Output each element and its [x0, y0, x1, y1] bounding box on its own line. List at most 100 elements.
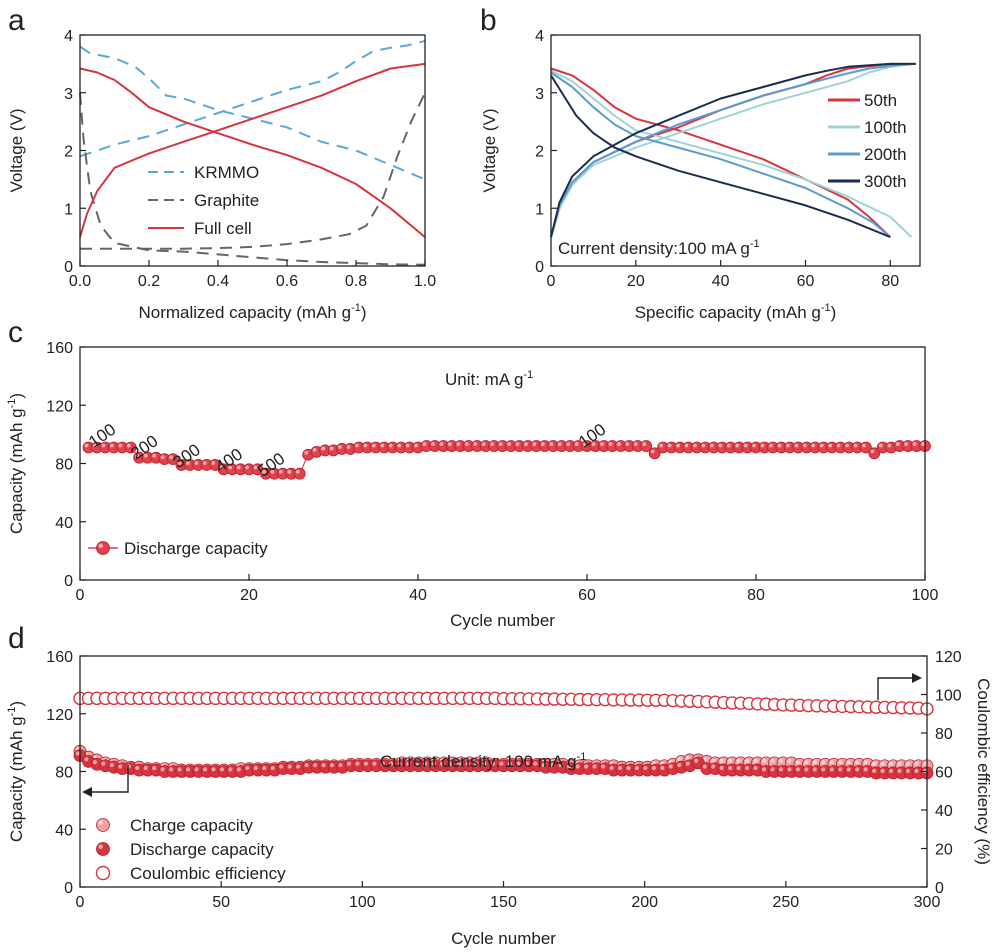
discharge-point-highlight: [702, 764, 707, 769]
discharge-point-highlight: [634, 765, 640, 771]
charge-point-highlight: [897, 761, 902, 766]
discharge-point-highlight: [414, 761, 419, 766]
charge-point-highlight: [778, 758, 784, 763]
discharge-point-highlight: [711, 764, 716, 769]
y2-tick-label: 60: [935, 765, 953, 782]
discharge-point-highlight: [811, 443, 816, 448]
charge-point-highlight: [727, 758, 733, 763]
x-tick-label: 60: [578, 587, 596, 604]
x-tick-label: 0.4: [207, 273, 229, 290]
discharge-point-highlight: [887, 443, 892, 448]
discharge-point-highlight: [143, 765, 148, 771]
discharge-point-highlight: [304, 450, 309, 455]
y2-axis-label: Coulombic efficiency (%): [974, 678, 993, 865]
charge-point-highlight: [719, 758, 724, 763]
y-tick-label: 80: [55, 457, 73, 474]
discharge-point-highlight: [785, 443, 790, 448]
discharge-point-highlight: [363, 761, 368, 766]
discharge-point-highlight: [633, 442, 638, 447]
discharge-point-highlight: [321, 762, 326, 768]
discharge-point-highlight: [236, 767, 241, 772]
discharge-point-highlight: [329, 446, 334, 451]
discharge-point-highlight: [905, 768, 911, 773]
charge-point-highlight: [677, 757, 682, 762]
discharge-point-highlight: [701, 443, 706, 448]
discharge-point-highlight: [862, 443, 866, 448]
discharge-point-highlight: [685, 761, 690, 766]
line-full-cell: [79, 62, 426, 238]
discharge-point-highlight: [533, 761, 538, 766]
discharge-point-highlight: [93, 443, 97, 448]
discharge-point-highlight: [101, 443, 106, 448]
y-axis-label: Capacity (mAh g-1): [6, 393, 26, 534]
discharge-point-highlight: [135, 765, 140, 771]
discharge-point-highlight: [202, 461, 207, 465]
annotation: Unit: mA g-1: [445, 369, 533, 389]
x-axis-label: Cycle number: [450, 611, 555, 630]
discharge-point-highlight: [355, 761, 360, 766]
charge-point-highlight: [736, 758, 741, 763]
panel-label-c: c: [8, 316, 23, 349]
discharge-point-highlight: [566, 442, 571, 447]
discharge-point-highlight: [709, 443, 714, 448]
charge-point-highlight: [863, 760, 868, 765]
discharge-point-highlight: [575, 764, 580, 769]
x-tick-label: 0: [76, 894, 85, 911]
discharge-point-highlight: [668, 764, 673, 769]
discharge-point-highlight: [312, 448, 317, 452]
legend-label: 300th: [864, 172, 907, 191]
discharge-point-highlight: [372, 761, 377, 766]
discharge-point-highlight: [465, 761, 470, 766]
discharge-point-highlight: [895, 442, 900, 447]
discharge-point-highlight: [245, 765, 250, 771]
panel-a-frame: [79, 34, 426, 267]
discharge-point-highlight: [380, 443, 385, 448]
y-tick-label: 3: [535, 86, 544, 103]
discharge-point-highlight: [160, 455, 165, 460]
discharge-point-highlight: [684, 443, 689, 448]
discharge-point-highlight: [118, 764, 123, 769]
right-axis-arrowhead: [912, 673, 922, 683]
discharge-point-highlight: [211, 767, 216, 772]
discharge-point-highlight: [499, 761, 504, 766]
discharge-point-highlight: [321, 446, 326, 451]
discharge-point-highlight: [75, 751, 80, 756]
y2-tick-label: 20: [935, 842, 953, 859]
discharge-point-highlight: [194, 461, 199, 465]
y-tick-label: 40: [55, 515, 73, 532]
x-tick-label: 0: [76, 587, 85, 604]
line-krmmo: [79, 39, 426, 158]
discharge-point-highlight: [694, 758, 699, 763]
y2-tick-label: 0: [935, 880, 944, 897]
discharge-point-highlight: [660, 765, 665, 771]
x-tick-label: 0: [547, 273, 556, 290]
x-tick-label: 20: [627, 273, 645, 290]
discharge-point-highlight: [135, 453, 140, 458]
discharge-point-highlight: [912, 442, 917, 447]
discharge-point-highlight: [845, 443, 849, 448]
discharge-point-highlight: [236, 465, 241, 470]
charge-point-highlight: [829, 760, 834, 765]
discharge-point-highlight: [541, 762, 546, 768]
discharge-point-highlight: [126, 443, 131, 448]
legend-label: Full cell: [194, 219, 252, 238]
discharge-point-highlight: [583, 442, 587, 447]
discharge-point-highlight: [516, 761, 521, 766]
x-tick-label: 0.6: [276, 273, 298, 290]
charge-point-highlight: [761, 758, 767, 763]
x-axis-label: Specific capacity (mAh g-1): [635, 302, 837, 322]
charge-point-highlight: [888, 761, 894, 766]
discharge-point-highlight: [532, 442, 537, 447]
discharge-point-highlight: [228, 767, 233, 772]
discharge-point-highlight: [770, 767, 775, 772]
y-tick-label: 0: [535, 259, 544, 276]
discharge-point-highlight: [736, 765, 741, 771]
discharge-point-highlight: [515, 442, 520, 447]
discharge-point-highlight: [507, 442, 511, 447]
y-tick-label: 2: [64, 144, 73, 161]
line-200th: [550, 71, 891, 238]
discharge-point-highlight: [609, 765, 614, 771]
charge-point-highlight: [905, 761, 911, 766]
discharge-point-highlight: [169, 455, 173, 460]
